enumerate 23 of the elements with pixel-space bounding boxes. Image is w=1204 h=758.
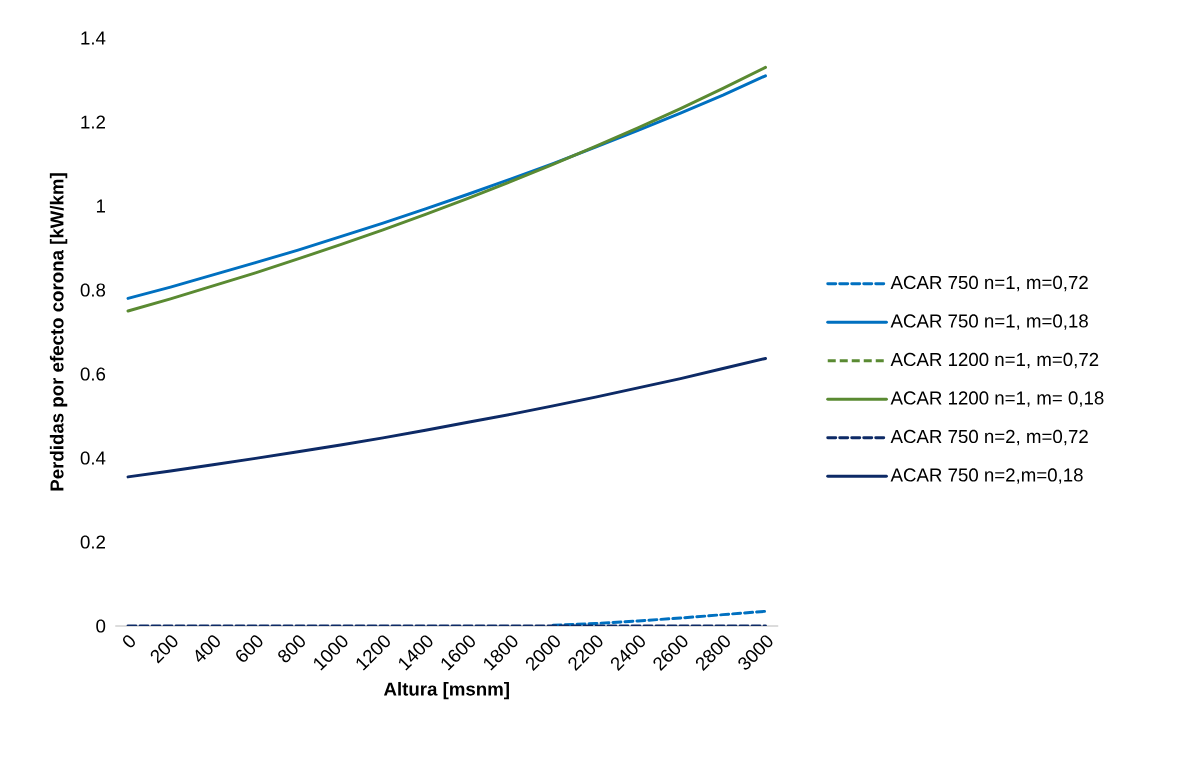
y-tick-label: 0.2 <box>80 535 105 549</box>
y-tick-label: 1.2 <box>81 115 105 129</box>
legend-label: ACAR 1200 n=1, m= 0,18 <box>890 391 1104 407</box>
x-tick-label: 0 <box>123 635 135 648</box>
y-tick-label: 0.8 <box>80 283 106 297</box>
x-tick-label: 400 <box>195 635 220 662</box>
y-tick-label: 1.4 <box>81 31 106 45</box>
line-series <box>551 609 767 626</box>
legend-label: ACAR 750 n=1, m=0,18 <box>890 314 1088 330</box>
x-tick-label: 800 <box>278 635 305 663</box>
x-tick-label: 200 <box>150 635 178 664</box>
x-tick-label: 600 <box>236 635 263 662</box>
y-tick-label: 0.4 <box>80 451 106 465</box>
legend-label: ACAR 750 n=1, m=0,72 <box>890 275 1088 292</box>
y-tick-label: 1 <box>96 199 106 213</box>
y-axis-title: Perdidas por efecto corona [kW/km] <box>49 173 68 491</box>
legend-label: ACAR 1200 n=1, m=0,72 <box>890 352 1099 369</box>
y-tick-label: 0 <box>96 619 106 633</box>
legend-label: ACAR 750 n=2,m=0,18 <box>890 468 1083 484</box>
line-series <box>126 356 767 479</box>
x-axis-title: Altura [msnm] <box>383 681 509 700</box>
legend-label: ACAR 750 n=2, m=0,72 <box>890 429 1088 446</box>
y-tick-label: 0.6 <box>80 367 106 381</box>
